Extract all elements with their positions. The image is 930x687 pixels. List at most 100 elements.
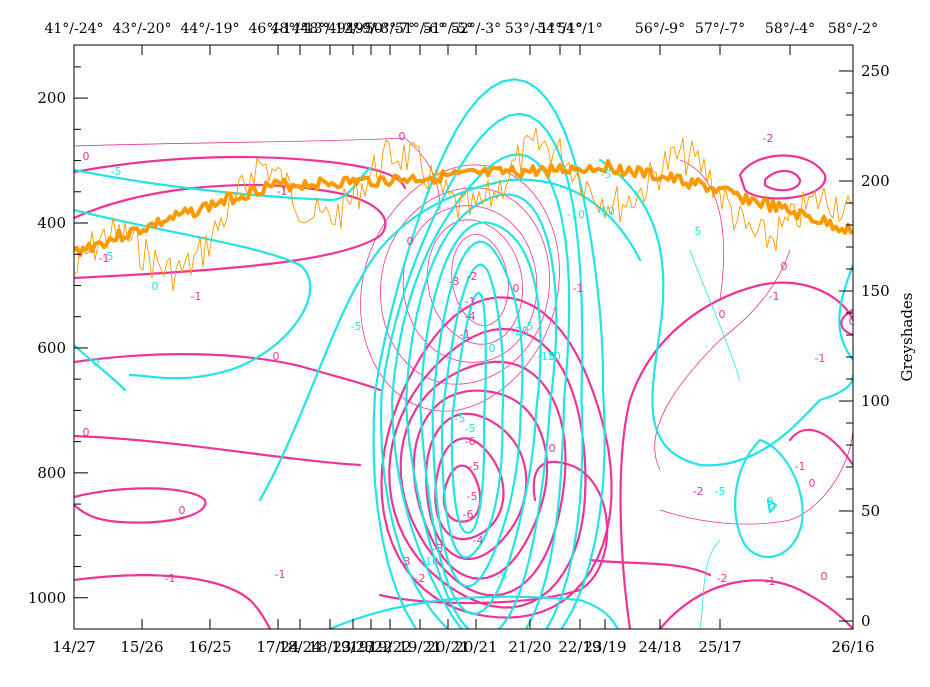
cyan-contour bbox=[74, 343, 127, 392]
magenta-contour-label: 0 bbox=[549, 442, 556, 455]
magenta-contour-label: -1 bbox=[277, 185, 288, 198]
top-tick-label: 49°/-9° bbox=[328, 21, 378, 37]
cyan-contour bbox=[598, 158, 853, 467]
cyan-contour-label: 0 bbox=[489, 342, 496, 355]
top-tick-label: 58°/-4° bbox=[765, 21, 815, 37]
top-tick-label: 51°/-5° bbox=[423, 21, 473, 37]
bottom-tick-label: 16/25 bbox=[188, 638, 231, 656]
magenta-contour-label: -2 bbox=[717, 572, 728, 585]
cyan-contour-label: -5 bbox=[455, 412, 466, 425]
top-tick-label: 46°/-14° bbox=[248, 21, 307, 37]
bottom-tick-label: 19/22 bbox=[349, 638, 392, 656]
cyan-contour bbox=[838, 263, 853, 362]
top-tick-label: 48°/-13° bbox=[270, 21, 329, 37]
top-tick-label: 58°/-2° bbox=[828, 21, 878, 37]
magenta-contour bbox=[388, 327, 587, 609]
left-tick-label: 400 bbox=[37, 214, 66, 232]
magenta-thin-contour bbox=[679, 159, 724, 301]
cyan-contour bbox=[450, 291, 487, 534]
magenta-contour bbox=[763, 169, 802, 192]
cyan-contour bbox=[431, 240, 524, 588]
magenta-contour-label: -5 bbox=[467, 490, 478, 503]
cyan-thin-contour bbox=[689, 249, 741, 381]
bottom-tick-label: 19/21 bbox=[398, 638, 441, 656]
cyan-contour-label: -5 bbox=[497, 570, 508, 583]
cyan-contour bbox=[441, 263, 505, 559]
cyan-contour bbox=[74, 208, 312, 380]
top-tick-label: 50°/-7° bbox=[365, 21, 415, 37]
magenta-contour bbox=[74, 487, 207, 524]
magenta-contour-label: -1 bbox=[460, 328, 471, 341]
cyan-contour-label: -10 bbox=[421, 555, 439, 568]
cyan-contour bbox=[734, 438, 804, 559]
cyan-contour-label: -5 bbox=[601, 168, 612, 181]
right-tick-label: 50 bbox=[861, 502, 880, 520]
bottom-tick-label: 23/19 bbox=[583, 638, 626, 656]
top-tick-label: 43°/-20° bbox=[112, 21, 171, 37]
cyan-contour-label: -20 bbox=[511, 325, 529, 338]
magenta-thin-contour bbox=[659, 429, 853, 525]
magenta-contour bbox=[74, 434, 362, 467]
magenta-contour-label: 0 bbox=[273, 350, 280, 363]
cyan-contour-label: -5 bbox=[111, 165, 122, 178]
magenta-contour-label: 0 bbox=[849, 315, 856, 328]
top-tick-label: 57°/-7° bbox=[695, 21, 745, 37]
bottom-tick-label: 21/20 bbox=[508, 638, 551, 656]
magenta-contour-label: -1 bbox=[765, 575, 776, 588]
magenta-contour bbox=[738, 154, 827, 200]
cyan-contour-label: -10 bbox=[543, 350, 561, 363]
cyan-contour-label: 0 bbox=[93, 356, 100, 369]
bottom-tick-label: 22/19 bbox=[558, 638, 601, 656]
magenta-contour-label: -3 bbox=[449, 275, 460, 288]
cyan-contour-label: -10 bbox=[597, 205, 615, 218]
cyan-contour bbox=[405, 193, 558, 629]
cyan-contour-label: -5 bbox=[465, 422, 476, 435]
top-tick-label: 56°/-9° bbox=[635, 21, 685, 37]
top-tick-label: 54°/1° bbox=[537, 21, 582, 37]
top-tick-label: 48°/-12° bbox=[300, 21, 359, 37]
bottom-tick-label: 18/24 bbox=[278, 638, 321, 656]
cyan-thin-contour bbox=[699, 539, 721, 629]
top-tick-label: 54°/1° bbox=[557, 21, 602, 37]
bottom-tick-label: 25/17 bbox=[698, 638, 741, 656]
right-axis-title: Greyshades bbox=[898, 293, 916, 382]
right-tick-label: 250 bbox=[861, 62, 890, 80]
top-tick-label: 51°/-6° bbox=[395, 21, 445, 37]
magenta-contour-label: 0 bbox=[719, 308, 726, 321]
left-tick-label: 1000 bbox=[28, 589, 66, 607]
cyan-contour bbox=[419, 221, 542, 615]
magenta-contour bbox=[74, 183, 387, 280]
magenta-thin-contour bbox=[402, 205, 538, 363]
top-tick-label: 44°/-19° bbox=[180, 21, 239, 37]
magenta-contour-label: -4 bbox=[465, 310, 476, 323]
magenta-contour bbox=[378, 460, 609, 605]
magenta-contour-label: -6 bbox=[463, 508, 474, 521]
magenta-contour-label: -1 bbox=[795, 460, 806, 473]
orange-thin-line bbox=[74, 127, 852, 292]
right-tick-label: 100 bbox=[861, 392, 890, 410]
cyan-contour bbox=[258, 178, 642, 502]
magenta-contour-label: -4 bbox=[473, 534, 484, 547]
cyan-contour-label: -10 bbox=[567, 208, 585, 221]
magenta-contour-label: 0 bbox=[83, 426, 90, 439]
cyan-contour bbox=[328, 595, 620, 629]
magenta-contour-label: -2 bbox=[415, 572, 426, 585]
cyan-contour-label: -5 bbox=[103, 250, 114, 263]
orange-thick-line bbox=[74, 159, 853, 258]
magenta-contour-label: -6 bbox=[465, 435, 476, 448]
magenta-contour-label: -2 bbox=[467, 270, 478, 283]
cyan-contour bbox=[766, 498, 778, 514]
bottom-tick-label: 24/18 bbox=[638, 638, 681, 656]
bottom-tick-label: 17/24 bbox=[256, 638, 299, 656]
magenta-contour bbox=[399, 360, 567, 597]
contour-layer bbox=[74, 78, 853, 629]
bottom-tick-label: 15/26 bbox=[120, 638, 163, 656]
magenta-contour-label: 0 bbox=[821, 570, 828, 583]
magenta-contour bbox=[74, 155, 407, 190]
bottom-tick-label: 19/22 bbox=[368, 638, 411, 656]
magenta-contour bbox=[588, 558, 712, 577]
magenta-thin-contour bbox=[74, 137, 441, 211]
